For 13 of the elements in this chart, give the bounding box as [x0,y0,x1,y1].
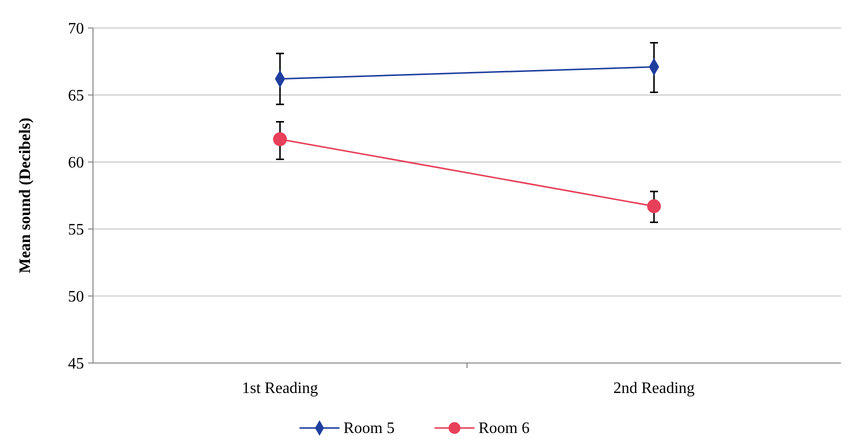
x-tick-label: 1st Reading [242,380,318,397]
y-tick-label: 45 [68,356,84,373]
y-tick-label: 60 [68,154,84,172]
point [647,199,661,214]
y-tick-label: 50 [68,288,84,306]
y-tick-label: 65 [68,88,84,105]
y-axis-title: Mean sound (Decibels) [17,118,34,274]
y-tick-label: 70 [68,20,84,38]
legend-label: Room 6 [478,420,530,437]
legend-label: Room 5 [344,420,395,437]
point [273,132,287,146]
x-tick-label: 2nd Reading [613,380,695,397]
y-tick-label: 55 [68,222,84,239]
